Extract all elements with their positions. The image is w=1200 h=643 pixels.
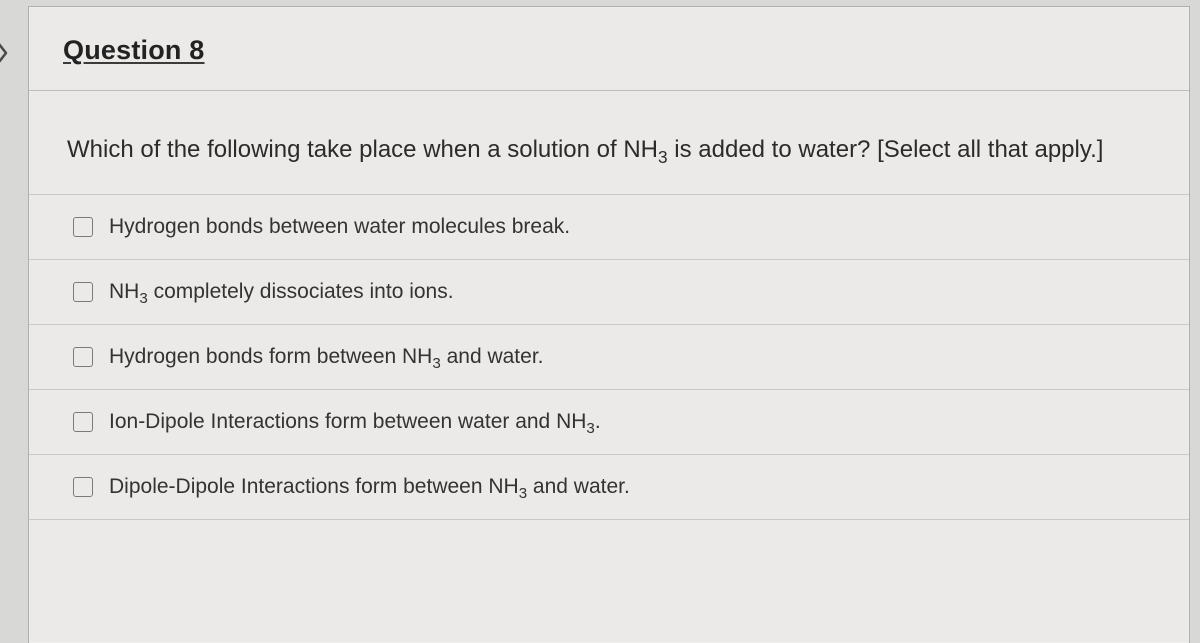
question-title: Question 8 (63, 35, 1155, 66)
answer-option[interactable]: Hydrogen bonds between water molecules b… (29, 195, 1189, 260)
answer-label: NH3 completely dissociates into ions. (109, 280, 454, 304)
question-prompt: Which of the following take place when a… (29, 91, 1189, 195)
answer-option[interactable]: Ion-Dipole Interactions form between wat… (29, 390, 1189, 455)
answer-label: Hydrogen bonds form between NH3 and wate… (109, 345, 543, 369)
answer-option[interactable]: Hydrogen bonds form between NH3 and wate… (29, 325, 1189, 390)
bookmark-chevron-icon (0, 40, 12, 66)
answer-checkbox[interactable] (73, 282, 93, 302)
answer-checkbox[interactable] (73, 217, 93, 237)
answer-label: Dipole-Dipole Interactions form between … (109, 475, 630, 499)
answer-checkbox[interactable] (73, 477, 93, 497)
question-header: Question 8 (29, 7, 1189, 91)
answer-label: Hydrogen bonds between water molecules b… (109, 215, 570, 239)
answer-option[interactable]: Dipole-Dipole Interactions form between … (29, 455, 1189, 520)
answer-option[interactable]: NH3 completely dissociates into ions. (29, 260, 1189, 325)
question-card: Question 8 Which of the following take p… (28, 6, 1190, 643)
answer-options: Hydrogen bonds between water molecules b… (29, 195, 1189, 520)
answer-checkbox[interactable] (73, 347, 93, 367)
answer-label: Ion-Dipole Interactions form between wat… (109, 410, 601, 434)
answer-checkbox[interactable] (73, 412, 93, 432)
